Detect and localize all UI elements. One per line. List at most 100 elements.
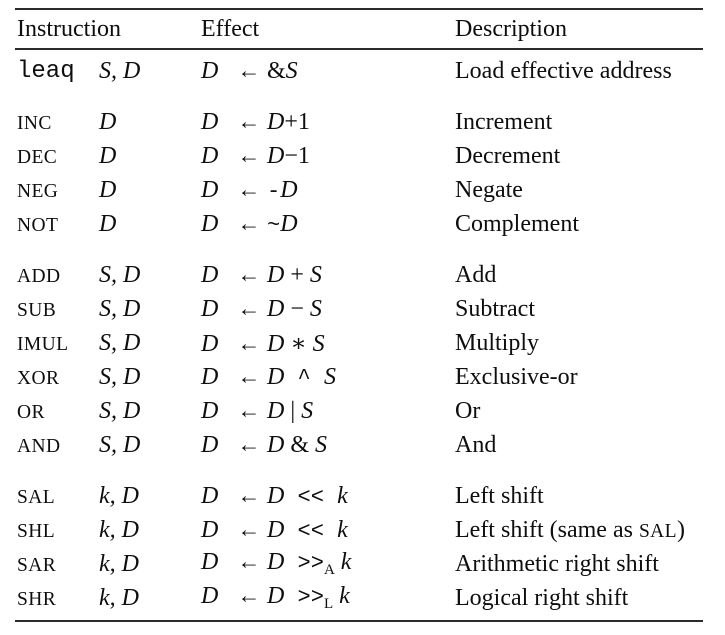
operands-cell: D (99, 210, 117, 237)
mnemonic-label: OR (17, 401, 45, 423)
text-segment: Load effective address (455, 57, 672, 84)
text-segment: + (284, 261, 310, 288)
text-segment: >> (284, 551, 324, 576)
left-arrow-symbol: ← (237, 108, 261, 134)
text-segment: Decrement (455, 142, 561, 169)
description-cell: Arithmetic right shift (455, 551, 703, 578)
effect-cell: D ← D & S (201, 432, 455, 459)
text-segment: L (323, 596, 334, 612)
text-segment: & (267, 57, 286, 84)
text-segment: << (284, 484, 338, 510)
table-row: SAL k, D D ← D << k Left shift (17, 479, 703, 513)
table-body: leaq S, D D ← &S Load effective address … (15, 50, 703, 620)
mnemonic-label: AND (17, 435, 61, 457)
mnemonic-cell: IMUL (17, 330, 99, 357)
text-segment: A (323, 562, 335, 578)
effect-cell: D ← D >>A k (201, 549, 455, 579)
description-cell: Decrement (455, 143, 703, 170)
effect-expression: D+1 (267, 109, 310, 136)
text-segment: - (267, 178, 281, 204)
text-segment: Add (455, 261, 497, 288)
operands-cell: S, D (99, 329, 141, 356)
text-segment: Arithmetic right shift (455, 550, 659, 577)
text-segment: | (284, 397, 302, 424)
mnemonic-label: SUB (17, 299, 57, 321)
effect-expression: D >>L k (267, 583, 350, 613)
left-arrow-symbol: ← (237, 210, 261, 236)
text-segment: +1 (284, 108, 310, 135)
text-segment: D (267, 363, 285, 390)
text-segment: D (267, 108, 285, 135)
mnemonic-label: XOR (17, 367, 60, 389)
text-segment: & (284, 431, 316, 458)
effect-expression: D−1 (267, 143, 310, 170)
mnemonic-cell: OR (17, 398, 99, 425)
column-header-instruction: Instruction (17, 15, 121, 42)
table-row: XOR S, D D ← D ^ S Exclusive-or (17, 360, 703, 394)
operands-cell: D (99, 176, 117, 203)
effect-cell: D ← D ∗ S (201, 329, 455, 358)
mnemonic-cell: AND (17, 432, 99, 459)
text-segment: D (267, 549, 285, 575)
text-segment: D (280, 176, 298, 203)
effect-expression: D | S (267, 398, 313, 425)
text-segment: −1 (284, 142, 310, 169)
table-row: leaq S, D D ← &S Load effective address (17, 54, 703, 88)
text-segment: k (337, 482, 348, 509)
mnemonic-cell: SHL (17, 517, 99, 544)
text-segment: Increment (455, 108, 553, 135)
effect-expression: D − S (267, 296, 322, 323)
description-cell: Logical right shift (455, 585, 703, 612)
table-row: OR S, D D ← D | S Or (17, 394, 703, 428)
table-row: SHR k, D D ← D >>L k Logical right shift (17, 581, 703, 615)
operands-cell: S, D (99, 397, 141, 424)
effect-expression: D ^ S (267, 364, 336, 391)
table-row: INC D D ← D+1 Increment (17, 105, 703, 139)
mnemonic-label: SHL (17, 520, 56, 542)
effect-destination: D (201, 363, 219, 390)
effect-cell: D ← D+1 (201, 109, 455, 136)
description-cell: Subtract (455, 296, 703, 323)
mnemonic-label: INC (17, 112, 52, 134)
operands-cell: S, D (99, 57, 141, 84)
left-arrow-symbol: ← (237, 549, 261, 574)
mnemonic-cell: XOR (17, 364, 99, 391)
description-cell: Load effective address (455, 58, 703, 85)
instruction-group: leaq S, D D ← &S Load effective address (17, 54, 703, 88)
text-segment: >> (284, 585, 324, 610)
text-segment: S (285, 57, 298, 84)
table-row: SAR k, D D ← D >>A k Arithmetic right sh… (17, 547, 703, 581)
text-segment: And (455, 431, 497, 458)
table-row: NOT D D ← ~D Complement (17, 207, 703, 241)
text-segment: Left shift (same as (455, 516, 639, 543)
text-segment: Subtract (455, 295, 535, 322)
effect-cell: D ← D − S (201, 296, 455, 323)
table-row: DEC D D ← D−1 Decrement (17, 139, 703, 173)
column-header-description: Description (455, 15, 567, 42)
instruction-group: ADD S, D D ← D + S Add SUB S, D D ← D − … (17, 258, 703, 462)
left-arrow-symbol: ← (237, 176, 261, 202)
text-segment: S (309, 295, 322, 322)
operands-cell: k, D (99, 516, 139, 543)
text-segment: D (267, 397, 285, 424)
effect-cell: D ← D ^ S (201, 364, 455, 391)
operands-cell: k, D (99, 550, 139, 577)
column-header-effect: Effect (201, 15, 260, 42)
effect-destination: D (201, 549, 219, 575)
effect-cell: D ← D | S (201, 398, 455, 425)
operands-cell: k, D (99, 482, 139, 509)
description-cell: Add (455, 262, 703, 289)
text-segment: S (309, 261, 322, 288)
mnemonic-cell: SAR (17, 551, 99, 578)
effect-destination: D (201, 397, 219, 424)
effect-cell: D ← D + S (201, 262, 455, 289)
description-cell: Increment (455, 109, 703, 136)
mnemonic-cell: NOT (17, 211, 99, 238)
effect-cell: D ← D−1 (201, 143, 455, 170)
operands-cell: S, D (99, 295, 141, 322)
operands-cell: D (99, 108, 117, 135)
mnemonic-cell: INC (17, 109, 99, 136)
effect-cell: D ← ~D (201, 211, 455, 238)
operands-cell: S, D (99, 363, 141, 390)
text-segment: ~ (267, 212, 281, 238)
